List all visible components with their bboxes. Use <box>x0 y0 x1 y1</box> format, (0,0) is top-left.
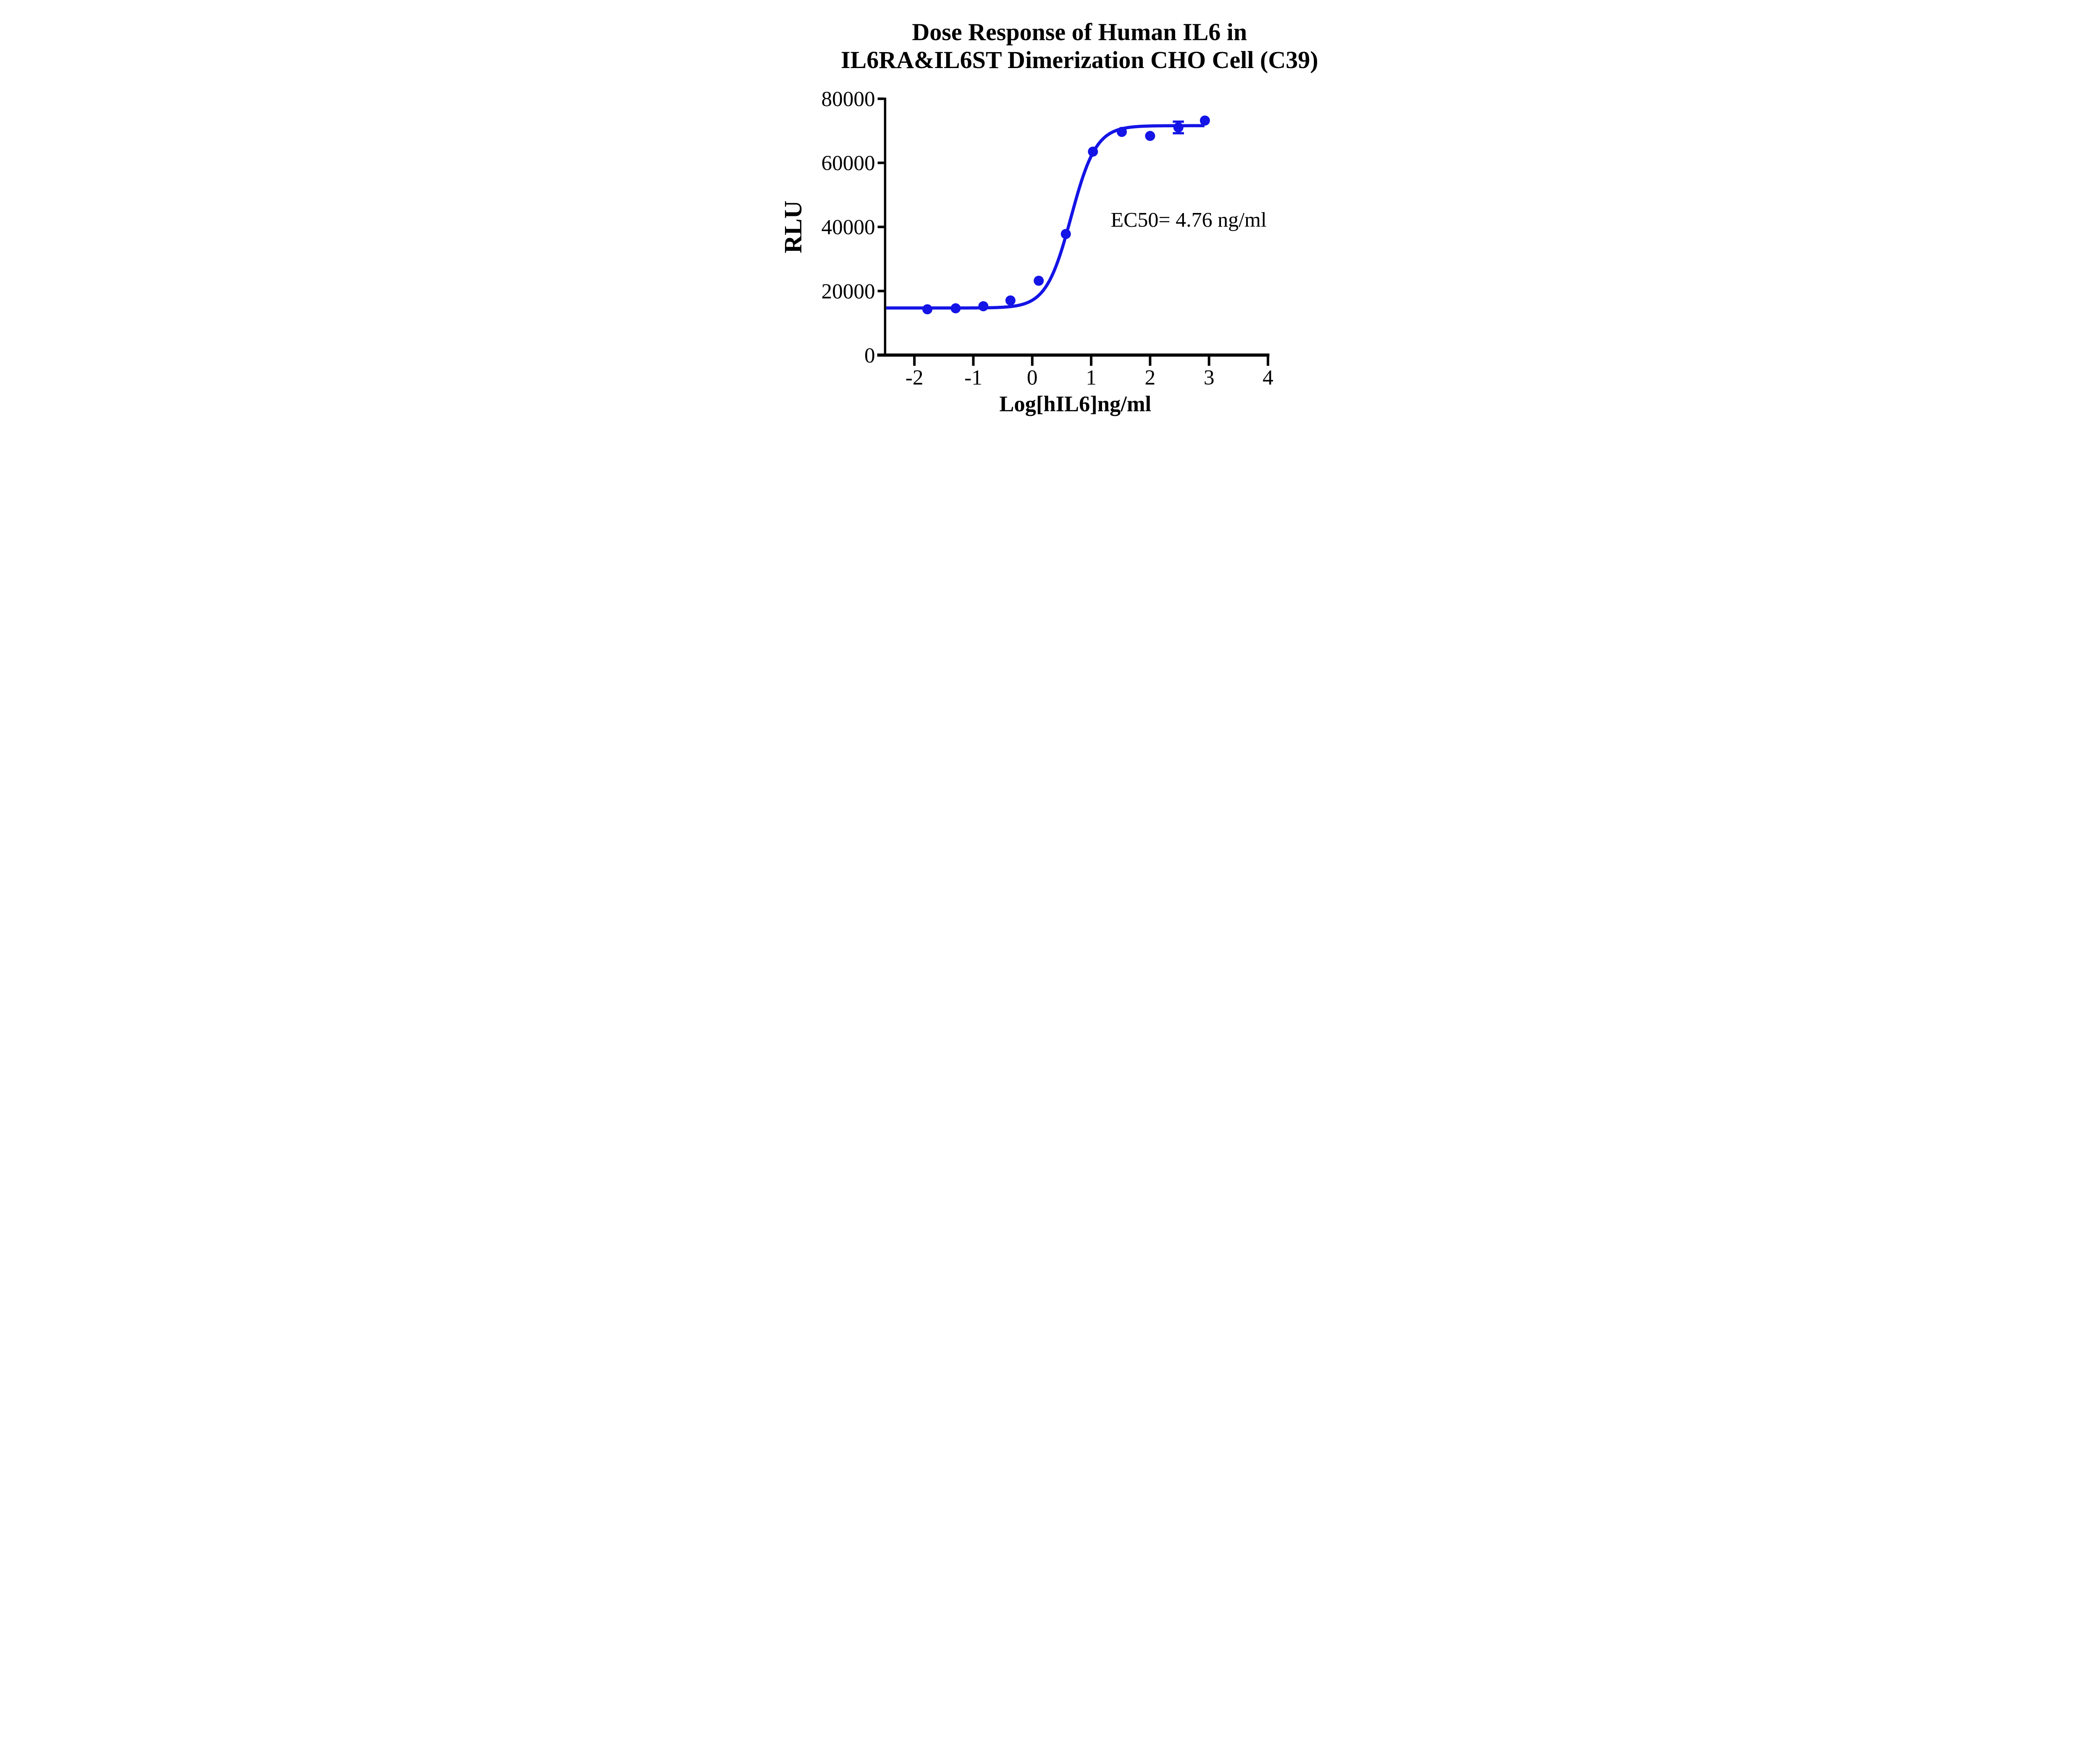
chart-title-line1: Dose Response of Human IL6 in <box>912 18 1247 45</box>
data-point <box>1116 127 1127 137</box>
data-point <box>1200 115 1210 126</box>
x-axis-title: Log[hIL6]ng/ml <box>999 392 1151 416</box>
x-tick-label: 0 <box>1027 365 1038 389</box>
dose-response-chart: Dose Response of Human IL6 in IL6RA&IL6S… <box>779 18 1318 416</box>
data-point <box>1173 122 1184 133</box>
plot-area: 0 20000 40000 60000 80000 -2 -1 0 1 2 3 4 <box>821 87 1273 390</box>
dose-response-figure: Dose Response of Human IL6 in IL6RA&IL6S… <box>770 0 1330 436</box>
x-tick-label: 2 <box>1145 365 1156 389</box>
data-point <box>978 301 989 311</box>
y-tick-label: 80000 <box>821 87 875 111</box>
data-point <box>1088 146 1098 157</box>
data-point <box>1060 229 1071 239</box>
y-tick-label: 0 <box>864 344 875 368</box>
y-tick-label: 40000 <box>821 215 875 239</box>
y-tick-label: 20000 <box>821 279 875 303</box>
chart-title-line2: IL6RA&IL6ST Dimerization CHO Cell (C39) <box>841 46 1318 74</box>
x-tick-label: -2 <box>906 365 924 389</box>
ec50-annotation: EC50= 4.76 ng/ml <box>1111 208 1267 231</box>
data-point <box>1005 295 1016 306</box>
x-tick-label: 1 <box>1086 365 1097 389</box>
data-point <box>922 304 933 315</box>
fit-curve <box>886 124 1205 310</box>
x-tick-label: 3 <box>1204 365 1215 389</box>
data-point <box>950 303 961 313</box>
y-axis-title: RLU <box>779 200 807 253</box>
x-tick-label: 4 <box>1263 365 1273 389</box>
data-point <box>1034 276 1044 286</box>
data-point <box>1145 131 1155 141</box>
y-tick-label: 60000 <box>821 151 875 175</box>
x-tick-label: -1 <box>964 365 982 389</box>
